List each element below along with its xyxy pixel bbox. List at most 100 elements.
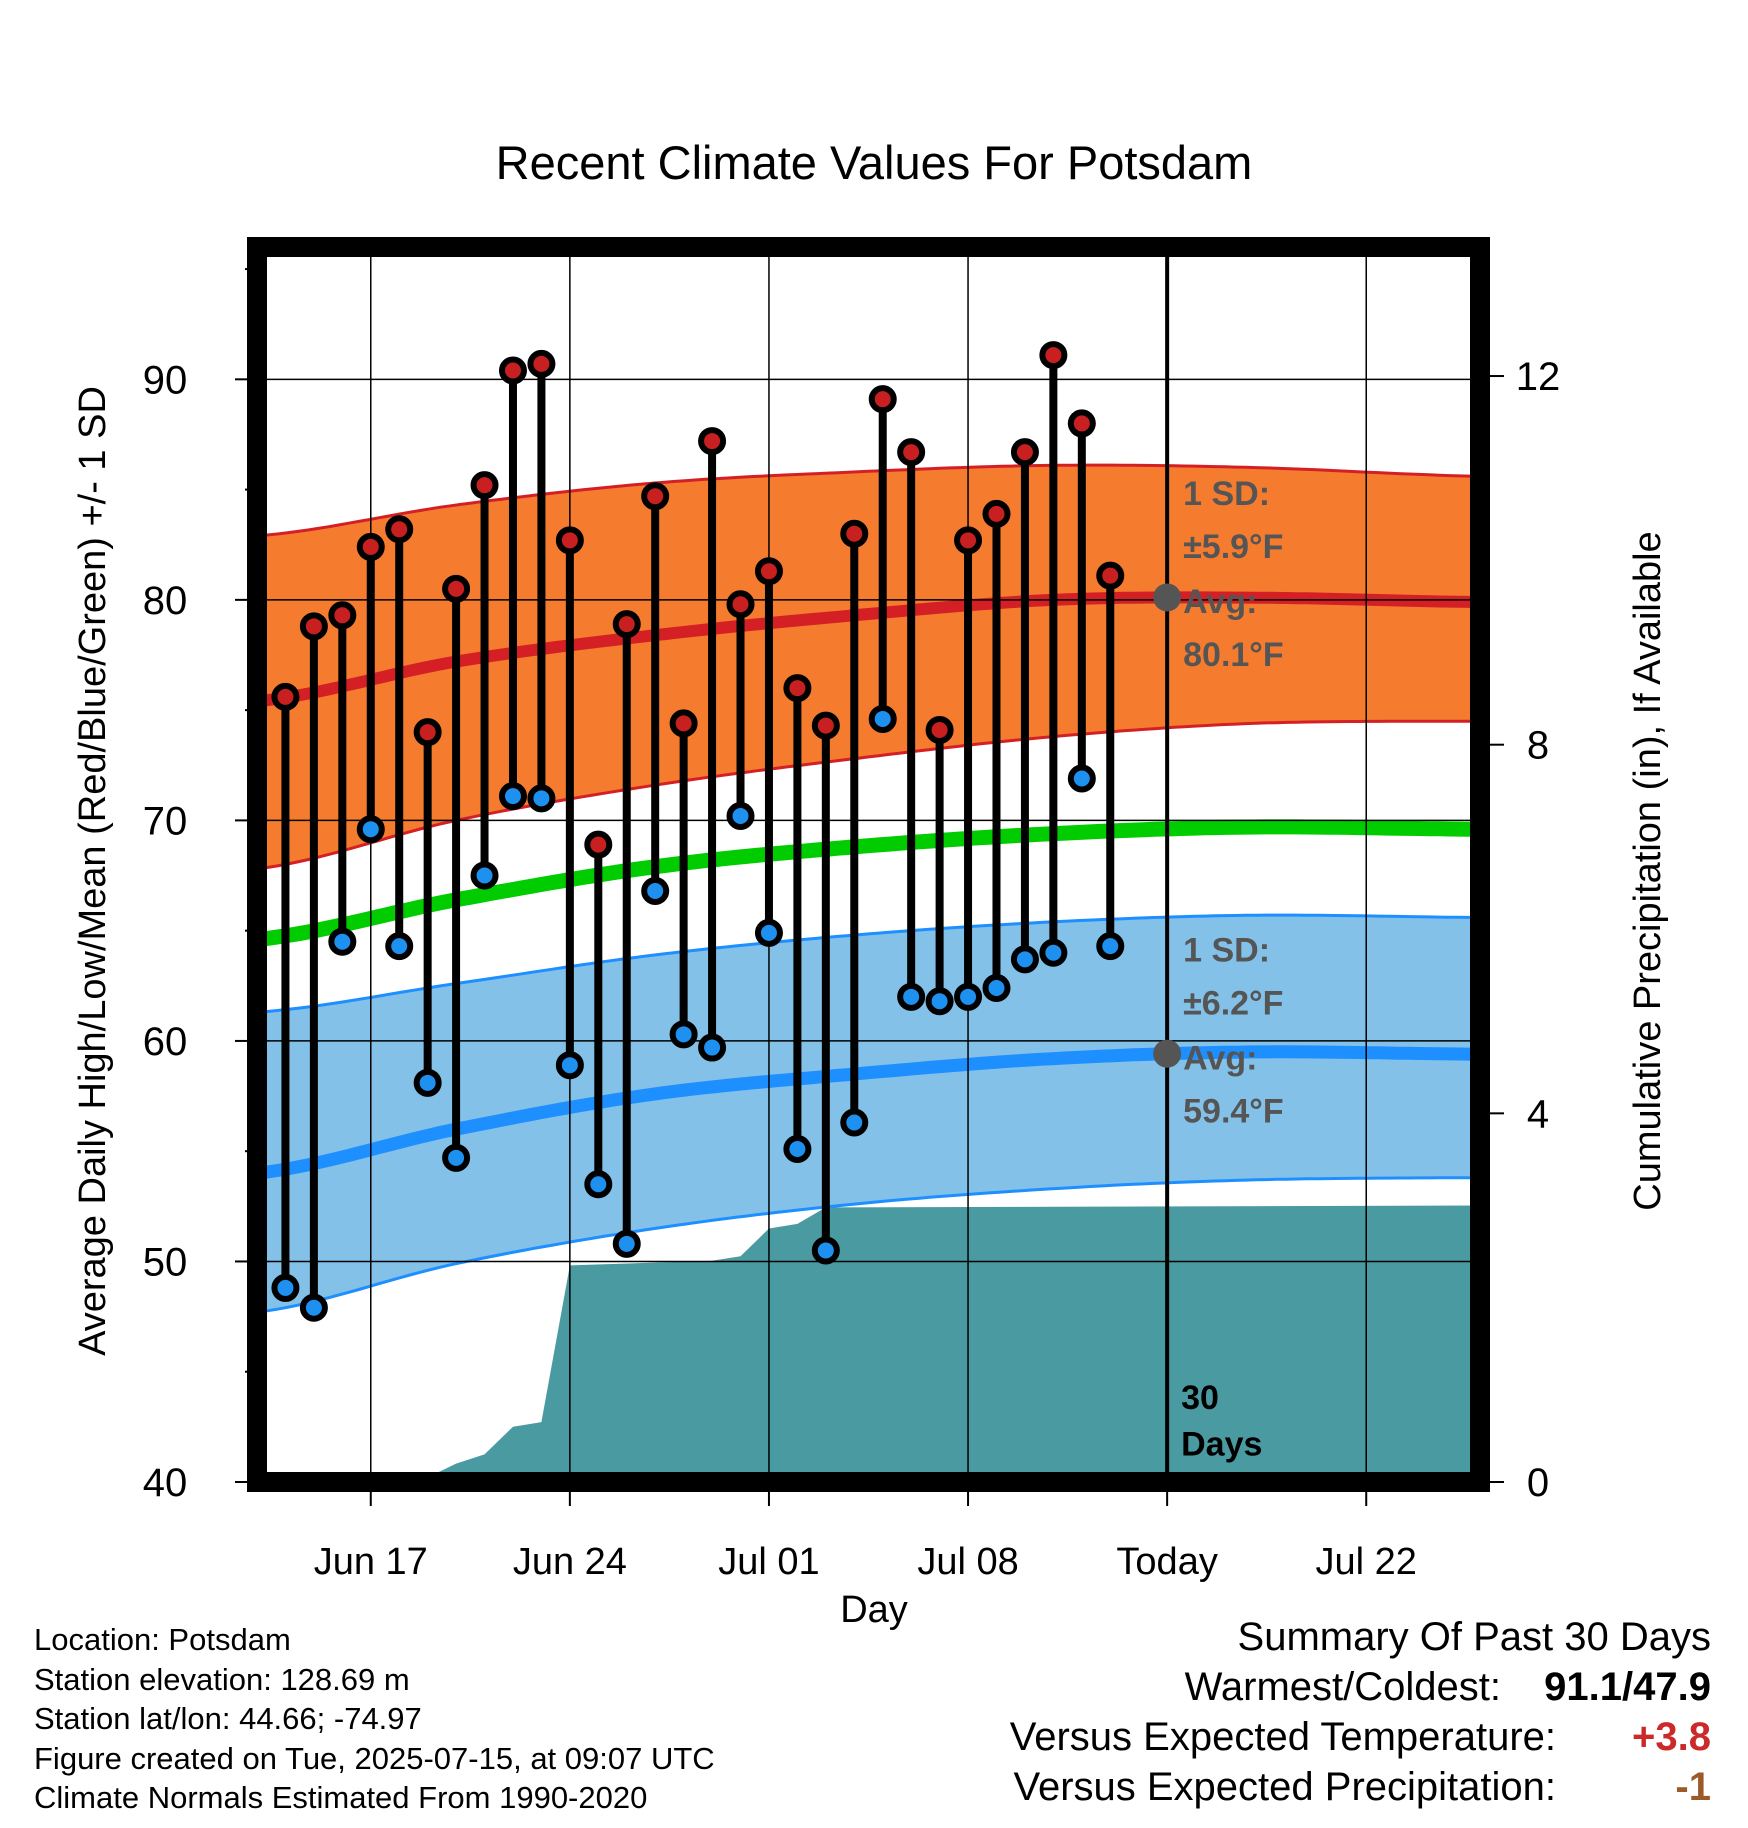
- daily-high-point: [811, 711, 840, 740]
- high-plus-sd-line: [257, 463, 1480, 538]
- low-sd-band: [257, 915, 1480, 1313]
- summary-panel: Summary Of Past 30 Days Warmest/Coldest:…: [1010, 1612, 1711, 1812]
- daily-high-point: [470, 471, 499, 500]
- daily-high-point: [299, 612, 328, 641]
- low-avg-annotation-value: 59.4°F: [1183, 1093, 1284, 1131]
- high-minus-sd-line: [257, 719, 1480, 871]
- x-tick-label: Jul 01: [718, 1541, 819, 1583]
- daily-low-point: [385, 932, 414, 961]
- high-avg-line: [257, 591, 1480, 708]
- daily-high-point: [726, 590, 755, 619]
- daily-low-point: [1039, 938, 1068, 967]
- daily-high-point: [584, 830, 613, 859]
- daily-high-point: [328, 601, 357, 630]
- daily-low-point: [954, 982, 983, 1011]
- daily-high-point: [498, 356, 527, 385]
- daily-low-point: [726, 801, 755, 830]
- daily-low-point: [555, 1051, 584, 1080]
- x-tick-label: Jun 24: [513, 1541, 627, 1583]
- y-axis-label: Average Daily High/Low/Mean (Red/Blue/Gr…: [72, 386, 114, 1356]
- precip-area: [257, 1205, 1480, 1482]
- x-tick-label: Jul 22: [1316, 1541, 1417, 1583]
- daily-high-point: [754, 557, 783, 586]
- daily-low-point: [754, 918, 783, 947]
- low-sd-annotation-label: 1 SD:: [1183, 932, 1270, 970]
- daily-low-point: [868, 704, 897, 733]
- station-elevation: Station elevation: 128.69 m: [34, 1661, 410, 1697]
- daily-low-point: [584, 1170, 613, 1199]
- summary-temp-value: +3.8: [1632, 1715, 1711, 1759]
- daily-high-point: [555, 526, 584, 555]
- daily-low-point: [612, 1229, 641, 1258]
- daily-low-point: [442, 1143, 471, 1172]
- daily-high-point: [897, 438, 926, 467]
- summary-precip-value: -1: [1675, 1765, 1711, 1809]
- daily-high-point: [1010, 438, 1039, 467]
- x-tick-label: Jun 17: [314, 1541, 428, 1583]
- precip-days-annotation-line1: 30: [1181, 1379, 1219, 1417]
- daily-high-point: [356, 532, 385, 561]
- daily-high-point: [840, 519, 869, 548]
- summary-warm-cold-value: 91.1/47.9: [1544, 1665, 1711, 1709]
- daily-high-point: [868, 385, 897, 414]
- daily-high-point: [612, 610, 641, 639]
- climate-normals-note: Climate Normals Estimated From 1990-2020: [34, 1780, 648, 1815]
- daily-high-point: [669, 709, 698, 738]
- station-info: Location: Potsdam Station elevation: 128…: [34, 1620, 715, 1818]
- high-sd-annotation-value: ±5.9°F: [1183, 528, 1283, 566]
- precip-days-annotation-line2: Days: [1181, 1426, 1262, 1464]
- daily-low-point: [1067, 764, 1096, 793]
- low-plus-sd-line: [257, 913, 1480, 1014]
- daily-low-point: [498, 782, 527, 811]
- y-tick-label: 60: [143, 1020, 188, 1064]
- low-avg-line: [257, 1045, 1480, 1180]
- daily-low-point: [271, 1273, 300, 1302]
- daily-low-point: [840, 1108, 869, 1137]
- low-minus-sd-line: [257, 1176, 1480, 1314]
- summary-precip-label: Versus Expected Precipitation:: [1013, 1765, 1556, 1809]
- summary-warm-cold-label: Warmest/Coldest:: [1184, 1665, 1501, 1709]
- y2-tick-label: 8: [1527, 724, 1549, 768]
- daily-low-point: [1010, 945, 1039, 974]
- daily-low-point: [897, 982, 926, 1011]
- daily-low-point: [328, 927, 357, 956]
- chart-title: Recent Climate Values For Potsdam: [496, 136, 1253, 189]
- low-sd-annotation-value: ±6.2°F: [1183, 984, 1283, 1022]
- y-tick-label: 80: [143, 579, 188, 623]
- summary-temp-row: Versus Expected Temperature: +3.8: [1010, 1712, 1711, 1762]
- y-tick-label: 70: [143, 799, 188, 843]
- daily-high-point: [271, 682, 300, 711]
- today-high-avg-marker: [1153, 583, 1182, 612]
- daily-low-point: [811, 1236, 840, 1265]
- daily-high-point: [1039, 341, 1068, 370]
- station-latlon: Station lat/lon: 44.66; -74.97: [34, 1701, 422, 1736]
- station-location: Location: Potsdam: [34, 1622, 291, 1657]
- y2-tick-label: 0: [1527, 1461, 1549, 1505]
- high-sd-band: [257, 465, 1480, 869]
- plot-frame: [247, 237, 1490, 1492]
- high-avg-annotation-value: 80.1°F: [1183, 636, 1284, 674]
- daily-high-point: [527, 349, 556, 378]
- y2-tick-label: 12: [1516, 355, 1561, 399]
- daily-low-point: [698, 1033, 727, 1062]
- daily-high-point: [442, 574, 471, 603]
- x-axis-label: Day: [840, 1589, 908, 1631]
- mean-avg-line: [257, 819, 1480, 947]
- summary-warm-cold-row: Warmest/Coldest: 91.1/47.9: [1010, 1662, 1711, 1712]
- summary-title: Summary Of Past 30 Days: [1237, 1615, 1711, 1659]
- daily-low-point: [669, 1020, 698, 1049]
- figure-created: Figure created on Tue, 2025-07-15, at 09…: [34, 1740, 715, 1776]
- low-avg-annotation-label: Avg:: [1183, 1040, 1257, 1078]
- y-tick-label: 50: [143, 1240, 188, 1284]
- plot-area: 1 SD: ±5.9°F Avg: 80.1°F 1 SD: ±6.2°F Avg: 59.4…: [143, 237, 1561, 1583]
- daily-low-point: [783, 1134, 812, 1163]
- summary-precip-row: Versus Expected Precipitation: -1: [1010, 1762, 1711, 1812]
- daily-low-point: [470, 861, 499, 890]
- high-sd-annotation-label: 1 SD:: [1183, 475, 1270, 513]
- daily-high-point: [1096, 561, 1125, 590]
- daily-low-point: [641, 876, 670, 905]
- high-avg-annotation-label: Avg:: [1183, 583, 1257, 621]
- daily-high-point: [925, 715, 954, 744]
- y2-tick-label: 4: [1527, 1092, 1549, 1136]
